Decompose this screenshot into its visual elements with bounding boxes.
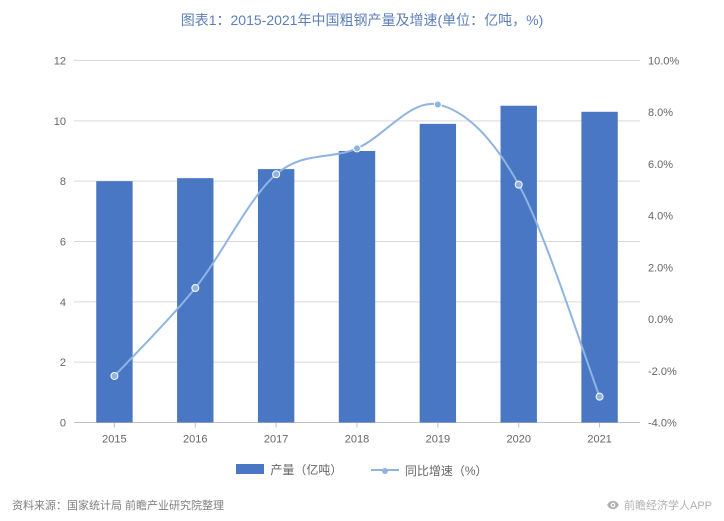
svg-text:0.0%: 0.0%: [648, 314, 673, 326]
svg-text:2016: 2016: [183, 434, 207, 446]
svg-text:2015: 2015: [102, 434, 126, 446]
svg-text:10.0%: 10.0%: [648, 56, 679, 68]
svg-text:2021: 2021: [587, 434, 611, 446]
watermark: 前瞻经济学人APP: [606, 497, 712, 513]
svg-text:2.0%: 2.0%: [648, 262, 673, 274]
svg-text:10: 10: [54, 116, 66, 128]
legend-swatch-line: [371, 469, 399, 471]
svg-text:0: 0: [60, 418, 66, 430]
chart-svg: 0 2 4 6 8 10 12 -4.0% -2.0% 0.0% 2.0% 4.0% 6.0% 8.0% 1…: [40, 50, 684, 451]
svg-text:-4.0%: -4.0%: [648, 418, 677, 430]
svg-text:6: 6: [60, 237, 66, 249]
svg-text:8: 8: [60, 176, 66, 188]
watermark-text: 前瞻经济学人APP: [624, 497, 712, 513]
legend-item-bar: 产量（亿吨）: [236, 461, 342, 478]
legend-label-line: 同比增速（%）: [405, 462, 488, 479]
svg-text:2019: 2019: [426, 434, 450, 446]
svg-text:12: 12: [54, 56, 66, 68]
svg-text:2020: 2020: [506, 434, 530, 446]
chart-area: 0 2 4 6 8 10 12 -4.0% -2.0% 0.0% 2.0% 4.0% 6.0% 8.0% 1…: [40, 50, 684, 451]
svg-text:-2.0%: -2.0%: [648, 366, 677, 378]
legend-item-line: 同比增速（%）: [371, 462, 488, 479]
eye-icon: [606, 498, 620, 512]
svg-text:6.0%: 6.0%: [648, 159, 673, 171]
chart-title: 图表1：2015-2021年中国粗钢产量及增速(单位：亿吨，%): [0, 0, 724, 30]
svg-text:2017: 2017: [264, 434, 288, 446]
svg-text:4: 4: [60, 297, 66, 309]
svg-text:8.0%: 8.0%: [648, 107, 673, 119]
legend: 产量（亿吨） 同比增速（%）: [0, 461, 724, 480]
legend-swatch-bar: [236, 464, 264, 474]
footer: 资料来源：国家统计局 前瞻产业研究院整理 前瞻经济学人APP: [12, 497, 712, 513]
svg-text:4.0%: 4.0%: [648, 211, 673, 223]
svg-text:2: 2: [60, 357, 66, 369]
source-label: 资料来源：国家统计局 前瞻产业研究院整理: [12, 497, 224, 513]
legend-label-bar: 产量（亿吨）: [270, 461, 342, 478]
svg-text:2018: 2018: [345, 434, 369, 446]
